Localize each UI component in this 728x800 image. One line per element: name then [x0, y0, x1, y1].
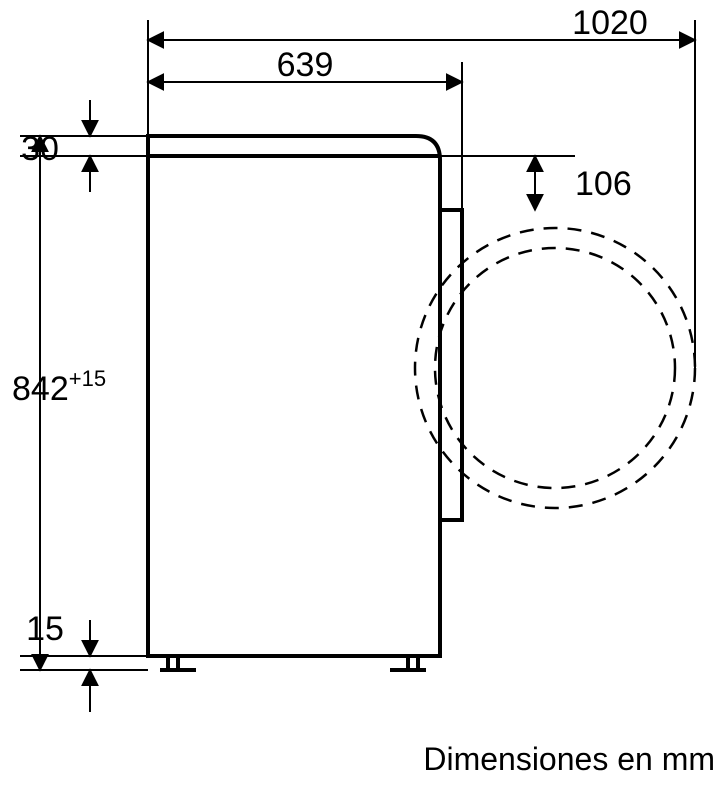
dim-15-label: 15	[26, 610, 64, 648]
door-swing-inner	[435, 248, 675, 488]
foot-left	[160, 656, 196, 670]
dim-639-label: 639	[277, 46, 334, 84]
door-hinge-block	[440, 210, 462, 520]
dim-1020-label: 1020	[572, 4, 648, 42]
units-caption: Dimensiones en mm	[423, 741, 715, 777]
door-swing-outer	[415, 228, 695, 508]
dim-106-label: 106	[575, 165, 632, 203]
dim-842-label: 842+15	[12, 366, 106, 408]
appliance-body-outline	[148, 136, 440, 656]
foot-right	[390, 656, 426, 670]
dimension-drawing: 1020 639 30 106 15 842+15 Dimensiones en…	[0, 0, 728, 800]
